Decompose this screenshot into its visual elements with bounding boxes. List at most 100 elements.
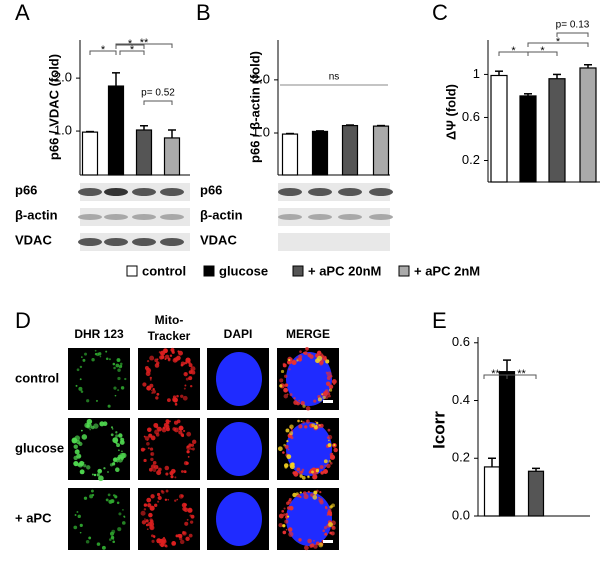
blot-label: β-actin xyxy=(15,207,58,222)
significance-bracket xyxy=(506,374,537,379)
fluorescence-dot xyxy=(99,355,102,358)
blot-band xyxy=(104,214,128,220)
annotation: ** xyxy=(140,37,149,49)
fluorescence-dot xyxy=(306,419,309,423)
fluorescence-dot xyxy=(84,352,87,356)
y-tick-label: 0.4 xyxy=(452,392,470,407)
fluorescence-dot xyxy=(313,399,317,403)
fluorescence-dot xyxy=(283,443,286,447)
blot-band xyxy=(132,188,156,196)
annotation: ns xyxy=(329,72,340,83)
fluorescence-dot xyxy=(302,404,306,408)
fluorescence-dot xyxy=(158,467,162,472)
column-header: Mito-Tracker xyxy=(147,313,191,343)
fluorescence-dot xyxy=(307,538,312,544)
fluorescence-dot xyxy=(178,430,183,435)
fluorescence-dot xyxy=(305,347,309,351)
blot-band xyxy=(160,238,184,246)
fluorescence-dot xyxy=(287,515,290,518)
fluorescence-dot xyxy=(150,457,154,462)
fluorescence-dot xyxy=(155,396,159,400)
fluorescence-dot xyxy=(180,394,184,398)
fluorescence-dot xyxy=(169,420,171,423)
fluorescence-dot xyxy=(79,365,83,369)
panel-letter: C xyxy=(432,0,448,25)
fluorescence-dot xyxy=(146,385,152,391)
fluorescence-dot xyxy=(183,429,186,433)
fluorescence-dot xyxy=(79,523,83,527)
fluorescence-dot xyxy=(284,519,289,524)
fluorescence-dot xyxy=(324,532,327,536)
fluorescence-dot xyxy=(177,350,180,353)
fluorescence-dot xyxy=(183,387,186,390)
fluorescence-dot xyxy=(283,374,288,378)
fluorescence-dot xyxy=(152,389,156,394)
fluorescence-dot xyxy=(112,540,115,544)
fluorescence-dot xyxy=(149,518,153,522)
fluorescence-dot xyxy=(147,447,150,450)
fluorescence-dot xyxy=(191,447,195,451)
fluorescence-dot xyxy=(149,378,152,381)
blot-band xyxy=(78,188,102,196)
fluorescence-dot xyxy=(82,462,85,464)
fluorescence-dot xyxy=(296,359,299,362)
legend-label: + aPC 20nM xyxy=(308,263,381,278)
blot-strip xyxy=(278,208,390,226)
fluorescence-dot xyxy=(117,368,121,372)
fluorescence-dot xyxy=(307,490,310,494)
fluorescence-dot xyxy=(76,511,79,513)
fluorescence-dot xyxy=(167,498,170,501)
fluorescence-dot xyxy=(186,445,190,448)
fluorescence-dot xyxy=(164,498,168,501)
scale-bar xyxy=(323,400,333,403)
fluorescence-dot xyxy=(298,399,301,402)
fluorescence-dot xyxy=(146,360,150,363)
fluorescence-dot xyxy=(124,377,127,381)
fluorescence-dot xyxy=(140,447,145,452)
fluorescence-dot xyxy=(74,514,77,516)
legend-label: control xyxy=(142,263,186,278)
fluorescence-dot xyxy=(328,439,330,442)
fluorescence-dot xyxy=(313,539,315,542)
fluorescence-dot xyxy=(149,521,155,527)
fluorescence-dot xyxy=(188,376,193,381)
fluorescence-dot xyxy=(289,528,292,531)
fluorescence-dot xyxy=(328,394,331,398)
fluorescence-dot xyxy=(317,397,322,402)
column-header: DHR 123 xyxy=(74,327,124,341)
fluorescence-dot xyxy=(150,389,153,392)
fluorescence-dot xyxy=(278,522,283,528)
fluorescence-dot xyxy=(157,426,162,432)
fluorescence-dot xyxy=(150,453,153,456)
scale-bar xyxy=(323,540,333,543)
fluorescence-dot xyxy=(155,425,159,429)
fluorescence-dot xyxy=(293,400,299,405)
fluorescence-dot xyxy=(110,535,115,540)
fluorescence-dot xyxy=(107,404,111,408)
fluorescence-dot xyxy=(289,358,294,362)
fluorescence-dot xyxy=(285,513,289,516)
fluorescence-dot xyxy=(305,406,311,411)
fluorescence-dot xyxy=(117,389,120,392)
fluorescence-dot xyxy=(315,469,320,473)
fluorescence-dot xyxy=(105,498,109,502)
fluorescence-dot xyxy=(146,497,152,503)
row-label: glucose xyxy=(15,440,64,455)
blot-band xyxy=(338,188,362,196)
fluorescence-dot xyxy=(77,514,81,519)
fluorescence-dot xyxy=(113,457,118,462)
fluorescence-dot xyxy=(94,349,97,352)
fluorescence-dot xyxy=(145,519,149,523)
fluorescence-dot xyxy=(313,474,318,479)
fluorescence-dot xyxy=(76,449,79,452)
fluorescence-dot xyxy=(113,386,117,390)
fluorescence-dot xyxy=(328,522,333,527)
fluorescence-dot xyxy=(170,475,174,479)
annotation: * xyxy=(511,45,516,57)
fluorescence-dot xyxy=(152,468,157,472)
fluorescence-dot xyxy=(112,362,116,366)
legend-swatch xyxy=(398,265,410,277)
fluorescence-dot xyxy=(315,421,319,425)
fluorescence-dot xyxy=(98,475,104,482)
fluorescence-dot xyxy=(185,536,190,542)
